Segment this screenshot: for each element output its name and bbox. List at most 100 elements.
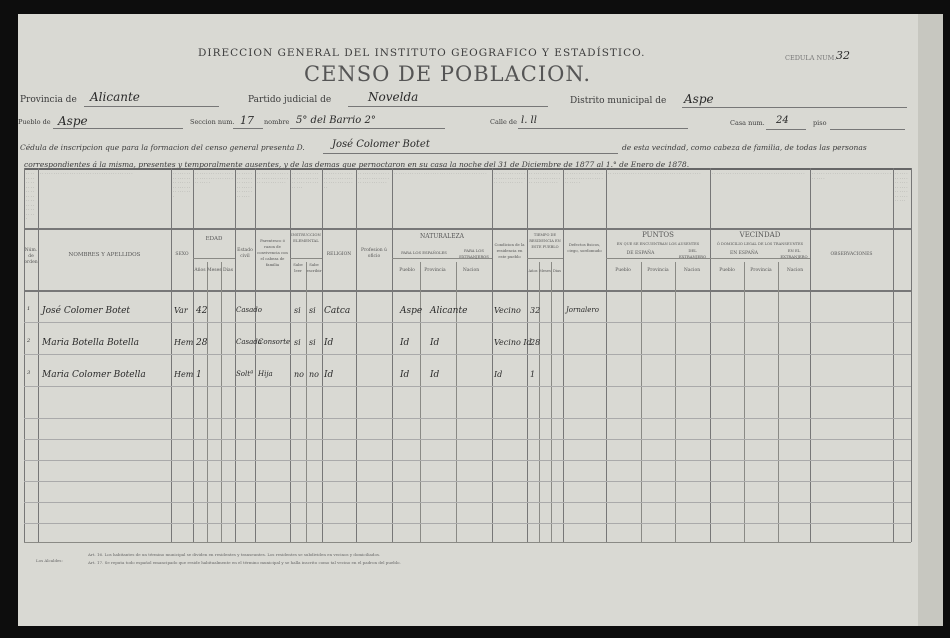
column-rule <box>235 168 236 542</box>
cell-num: 2 <box>27 338 31 344</box>
table-bottom-border <box>24 542 911 543</box>
header-tiempo-sub: Meses <box>539 269 551 273</box>
cell-tiempo: 28 <box>530 338 541 347</box>
cell-provincia: Alicante <box>430 306 468 316</box>
piso-label: piso <box>813 119 827 127</box>
statement-text-3: correspondientes á la misma, presentes y… <box>24 160 690 169</box>
header-vecindad-col: Pueblo <box>719 268 735 273</box>
header-vecindad-col: Nacion <box>786 268 804 273</box>
header-puntos-col: Pueblo <box>615 268 631 273</box>
header-para-extranjeros: PARA LOS EXTRANJEROS <box>459 248 489 259</box>
header-residencia: Condicion de la residencia en este puebl… <box>494 242 525 259</box>
row-rule <box>24 481 911 482</box>
header-tiempo-sub: Años <box>528 269 538 273</box>
cell-tiempo: 1 <box>530 370 536 379</box>
head-of-family-name: José Colomer Botet <box>332 139 430 150</box>
cell-residencia: Vecino <box>494 306 521 315</box>
partido-label: Partido judicial de <box>248 95 332 105</box>
subcolumn-rule <box>675 262 676 542</box>
cell-religion: Id <box>324 338 334 348</box>
cell-pueblo: Aspe <box>400 306 423 316</box>
subheader-rule <box>290 258 322 259</box>
cedula-label: CEDULA NUM. <box>785 54 837 62</box>
distrito-label: Distrito municipal de <box>570 96 667 106</box>
column-rule <box>893 168 894 542</box>
cell-leer: si <box>294 338 301 347</box>
row-rule <box>24 502 911 503</box>
column-rule <box>255 168 256 542</box>
subcolumn-rule <box>641 262 642 542</box>
subheader-rule <box>193 258 235 259</box>
cell-escribir: no <box>309 370 319 379</box>
row-rule <box>24 523 911 524</box>
row-rule <box>24 439 911 440</box>
header-religion: RELIGION <box>326 252 352 257</box>
column-instructions: · · · · · · · · · · · · · · · · · · · · … <box>565 172 603 185</box>
cell-edad: 42 <box>196 306 208 316</box>
header-naturaleza-sub: Pueblo <box>399 268 415 273</box>
census-sheet: DIRECCION GENERAL DEL INSTITUTO GEOGRAFI… <box>18 14 943 626</box>
cell-provincia: Id <box>430 338 440 348</box>
header-edad-sub: Años <box>194 268 206 273</box>
column-instructions: · · · · · · · · · · · · · · · · · · · · … <box>394 172 487 176</box>
cell-sexo: Hem <box>174 338 194 347</box>
header-vecindad-col: Provincia <box>750 268 772 273</box>
cell-edad: 28 <box>196 338 208 348</box>
column-instructions: · · · · · · · · · · · · · · · · · · · · … <box>494 172 525 185</box>
partido-value: Novelda <box>368 90 419 104</box>
cell-name: Maria Botella Botella <box>42 338 140 348</box>
header-sexo: SEXO <box>175 252 189 257</box>
subheader-rule <box>392 258 492 259</box>
cell-escribir: si <box>309 306 316 315</box>
column-instructions: · · · · · · · · · · · · · · · · · · · · … <box>812 172 891 181</box>
seccion-label: Seccion num. <box>190 118 235 126</box>
calle-value: l. ll <box>521 115 537 126</box>
provincia-label: Provincia de <box>20 95 77 105</box>
header-puntos: PUNTOS <box>642 231 674 239</box>
cell-estado: Soltª <box>236 370 254 378</box>
column-rule <box>356 168 357 542</box>
header-edad-sub: Dias <box>222 268 234 273</box>
header-tiempo: TIEMPO DE RESIDENCIA EN ESTE PUEBLO <box>529 233 561 249</box>
header-estado: Estado civil <box>237 248 253 259</box>
pueblo-value: Aspe <box>58 114 88 128</box>
column-rule <box>24 168 25 542</box>
header-naturaleza-sub: Provincia <box>424 268 446 273</box>
column-instructions: · · · · · · · · · · · · · · · · · · · · … <box>324 172 353 190</box>
cell-estado: Casado <box>236 306 262 314</box>
subcolumn-rule <box>221 262 222 542</box>
header-naturaleza: NATURALEZA <box>419 233 465 240</box>
header-en-extranjero: EN EL EXTRANJERO <box>780 248 808 259</box>
table-top-border <box>24 168 911 170</box>
seccion-value: 17 <box>240 114 254 127</box>
column-rule <box>38 168 39 542</box>
distrito-value: Aspe <box>684 92 714 106</box>
column-rule <box>606 168 607 542</box>
column-instructions: · · · · · · · · · · · · · · · · · · · · … <box>292 172 319 190</box>
column-instructions: · · · · · · · · · · · · · · · · · · · · … <box>237 172 252 199</box>
cell-provincia: Id <box>430 370 440 380</box>
cell-pueblo: Id <box>400 370 410 380</box>
subcolumn-rule <box>744 262 745 542</box>
cell-leer: no <box>294 370 304 379</box>
pueblo-label: Pueblo de <box>18 118 51 126</box>
header-nombres: NOMBRES Y APELLIDOS <box>68 252 141 258</box>
cedula-value: 32 <box>836 49 850 62</box>
header-de-espana: DE ESPAÑA <box>626 251 655 256</box>
subcolumn-rule <box>456 262 457 542</box>
cell-escribir: si <box>309 338 316 347</box>
nombre-label: nombre <box>264 118 290 126</box>
header-defectos: Defectos fisicos, ciego, sordomudo <box>567 242 602 253</box>
column-rule <box>392 168 393 542</box>
header-observaciones: OBSERVACIONES <box>830 252 873 257</box>
cell-num: 3 <box>27 370 31 376</box>
header-tiempo-sub: Dias <box>552 269 562 273</box>
column-instructions: · · · · · · · · · · · · · · · · · · · · … <box>257 172 288 185</box>
cell-defectos: Jornalero <box>566 306 599 314</box>
subcolumn-rule <box>778 262 779 542</box>
cell-num: 1 <box>27 306 31 312</box>
subcolumn-rule <box>207 262 208 542</box>
header-instruccion: INSTRUCCION ELEMENTAL <box>291 232 321 243</box>
cell-edad: 1 <box>196 370 202 380</box>
cell-name: José Colomer Botet <box>42 306 131 316</box>
